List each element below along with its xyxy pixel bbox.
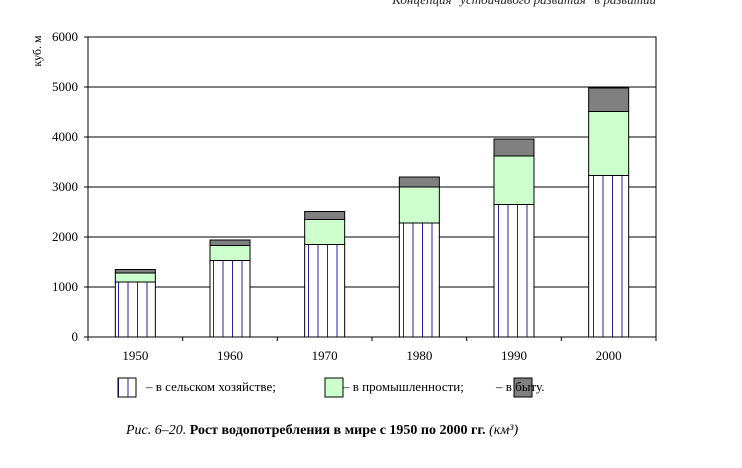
bar-segment-1 xyxy=(493,204,535,338)
x-tick-label: 1990 xyxy=(501,348,527,363)
bar-segment-3 xyxy=(209,239,251,246)
legend-label-2: – в промышленности; xyxy=(342,379,464,394)
bar-segment-2 xyxy=(304,219,346,245)
y-tick-label: 6000 xyxy=(52,29,78,44)
bar-segment-3 xyxy=(114,269,156,274)
figure-label: Рис. 6–20. xyxy=(126,423,187,438)
bar-segment-3 xyxy=(493,138,535,157)
y-tick-label: 3000 xyxy=(52,179,78,194)
x-tick-label: 1980 xyxy=(406,348,432,363)
x-tick-label: 1970 xyxy=(312,348,338,363)
bar-segment-3 xyxy=(398,176,440,188)
bar-segment-1 xyxy=(588,175,630,338)
y-tick-label: 2000 xyxy=(52,229,78,244)
bar-segment-3 xyxy=(588,87,630,112)
bar-segment-2 xyxy=(493,155,535,205)
bar-segment-1 xyxy=(209,260,251,338)
legend-swatch-2 xyxy=(324,377,344,398)
figure-caption: Рис. 6–20. Рост водопотребления в мире с… xyxy=(126,423,518,439)
x-tick-label: 1950 xyxy=(122,348,148,363)
bar-segment-1 xyxy=(114,281,156,338)
x-tick-label: 2000 xyxy=(596,348,622,363)
legend-swatch-1 xyxy=(117,377,137,398)
bar-segment-3 xyxy=(304,211,346,220)
x-tick-label: 1960 xyxy=(217,348,243,363)
y-tick-label: 0 xyxy=(72,329,79,344)
y-axis-label: куб. м xyxy=(30,35,44,67)
water-consumption-chart: 0 1000 2000 3000 4000 5000 6000 куб. м 1950 1960 1… xyxy=(30,29,657,398)
y-tick-label: 4000 xyxy=(52,129,78,144)
page-header: Концепция "устойчивого развития" в разви… xyxy=(0,0,742,7)
bar-segment-2 xyxy=(588,111,630,176)
bar-segment-2 xyxy=(209,245,251,261)
y-tick-label: 1000 xyxy=(52,279,78,294)
legend-label-1: – в сельском хозяйстве; xyxy=(145,379,276,394)
figure-title: Рост водопотребления в мире с 1950 по 20… xyxy=(189,423,486,438)
legend-swatch-3 xyxy=(513,377,533,398)
figure-unit: (км³) xyxy=(489,423,519,438)
legend-label-3: – в быту. xyxy=(495,379,544,394)
header-text: Концепция "устойчивого развития" в разви… xyxy=(392,0,656,8)
bar-segment-1 xyxy=(398,222,440,338)
y-tick-label: 5000 xyxy=(52,79,78,94)
bar-segment-2 xyxy=(398,186,440,224)
bar-segment-1 xyxy=(304,244,346,338)
bar-segment-2 xyxy=(114,272,156,283)
